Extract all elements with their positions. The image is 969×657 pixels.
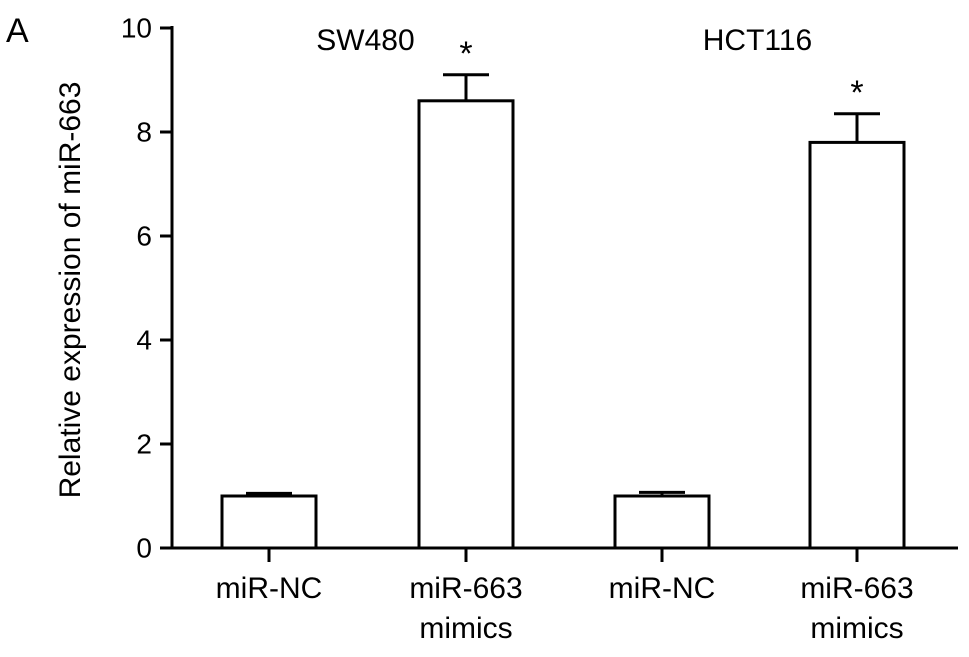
labels: miR-NC miR-663 mimics * SW480 miR-NC miR-663 mi… xyxy=(216,24,914,645)
group-title: SW480 xyxy=(316,24,414,57)
bar xyxy=(220,494,318,550)
y-tick-label: 0 xyxy=(136,533,152,564)
bar xyxy=(417,99,515,550)
significance-marker: * xyxy=(850,74,863,112)
bars xyxy=(220,73,906,550)
x-category-label: miR-663 xyxy=(800,572,913,605)
bar xyxy=(808,140,906,550)
significance-marker: * xyxy=(459,35,472,73)
group-title: HCT116 xyxy=(703,24,812,57)
y-tick-label: 4 xyxy=(136,325,152,356)
y-tick-label: 6 xyxy=(136,221,152,252)
bar xyxy=(613,494,711,550)
x-category-label: mimics xyxy=(810,612,903,645)
x-category-label: miR-663 xyxy=(409,572,522,605)
panel-label: A xyxy=(6,12,29,50)
y-tick-label: 2 xyxy=(136,429,152,460)
x-category-label: miR-NC xyxy=(609,572,716,605)
x-category-label: mimics xyxy=(419,612,512,645)
y-tick-label: 8 xyxy=(136,117,152,148)
y-tick-label: 10 xyxy=(121,13,152,44)
x-category-label: miR-NC xyxy=(216,572,323,605)
y-axis-title: Relative expression of miR-663 xyxy=(54,82,87,499)
